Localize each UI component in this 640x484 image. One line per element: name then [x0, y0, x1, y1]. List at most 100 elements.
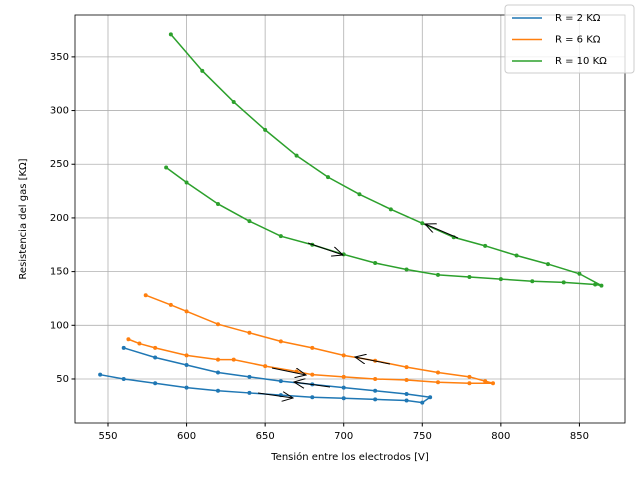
legend: R = 2 KΩ R = 6 KΩ R = 10 KΩ: [504, 4, 635, 74]
point: [404, 365, 409, 370]
x-tick-label: 550: [98, 431, 117, 442]
point: [498, 277, 503, 282]
series-line: [128, 294, 494, 385]
arrow: [294, 382, 331, 387]
point: [278, 379, 283, 384]
point: [404, 398, 409, 403]
point: [98, 372, 103, 377]
point: [530, 279, 535, 284]
x-tick-label: 750: [413, 431, 432, 442]
grid: [75, 15, 625, 423]
point: [294, 153, 299, 158]
point: [216, 357, 220, 362]
point: [483, 379, 488, 384]
point: [373, 397, 378, 402]
point: [216, 322, 220, 327]
y-tick-label: 50: [56, 374, 69, 385]
point: [184, 363, 189, 368]
point: [184, 385, 189, 390]
point: [263, 127, 268, 132]
point: [168, 302, 173, 307]
point: [184, 180, 189, 185]
y-tick-label: 250: [50, 159, 69, 170]
point: [278, 234, 283, 239]
x-axis-label: Tensión entre los electrodos [V]: [270, 451, 429, 463]
point: [436, 380, 440, 385]
point: [514, 253, 519, 258]
arrow: [271, 367, 306, 375]
point: [121, 376, 126, 381]
point: [373, 376, 378, 381]
plot: [98, 32, 604, 405]
y-tick-label: 100: [50, 320, 69, 331]
legend-label: R = 2 KΩ: [555, 13, 601, 24]
point: [153, 355, 158, 360]
point: [200, 68, 205, 73]
point: [420, 400, 425, 405]
y-tick-label: 150: [50, 267, 69, 278]
point: [143, 293, 148, 298]
arrows: [257, 224, 459, 398]
point: [404, 267, 409, 272]
series-line: [165, 33, 602, 287]
point: [310, 372, 315, 377]
point: [467, 381, 472, 386]
point: [546, 262, 550, 267]
point: [216, 370, 220, 375]
point: [467, 274, 472, 279]
point: [216, 201, 220, 206]
x-tick-label: 800: [491, 431, 510, 442]
point: [231, 99, 236, 104]
point: [357, 192, 362, 197]
point: [341, 374, 346, 379]
point: [326, 175, 330, 180]
point: [137, 341, 142, 346]
point: [164, 165, 169, 170]
y-tick-label: 350: [50, 52, 69, 63]
point: [121, 345, 126, 350]
point: [310, 345, 315, 350]
y-axis-label: Resistencia del gas [KΩ]: [18, 158, 29, 279]
point: [263, 364, 268, 369]
legend-label: R = 6 KΩ: [555, 35, 601, 46]
point: [404, 392, 409, 397]
point: [184, 353, 189, 358]
y-tick-label: 200: [50, 213, 69, 224]
x-tick-label: 700: [334, 431, 353, 442]
point: [404, 378, 409, 383]
point: [388, 207, 393, 212]
point: [153, 381, 158, 386]
arrow: [425, 224, 459, 239]
point: [247, 330, 252, 335]
point: [168, 32, 173, 37]
point: [247, 374, 252, 379]
x-tick-label: 650: [256, 431, 275, 442]
legend-label: R = 10 KΩ: [555, 56, 607, 67]
point: [310, 395, 315, 400]
y-tick-label: 300: [50, 106, 69, 117]
legend-box: [504, 4, 635, 74]
point: [341, 396, 346, 401]
point: [373, 388, 378, 393]
point: [153, 345, 158, 350]
point: [373, 261, 378, 266]
point: [247, 219, 252, 224]
point: [126, 337, 131, 342]
x-tick-label: 850: [570, 431, 589, 442]
point: [467, 374, 472, 379]
arrow: [307, 242, 343, 255]
axes-frame: [74, 14, 626, 424]
point: [278, 339, 283, 344]
x-tick-label: 600: [177, 431, 196, 442]
point: [184, 309, 189, 314]
point: [599, 283, 604, 288]
point: [483, 243, 488, 248]
point: [341, 385, 346, 390]
point: [216, 388, 220, 393]
point: [428, 395, 433, 400]
point: [577, 271, 582, 276]
point: [593, 282, 598, 287]
point: [420, 221, 425, 226]
